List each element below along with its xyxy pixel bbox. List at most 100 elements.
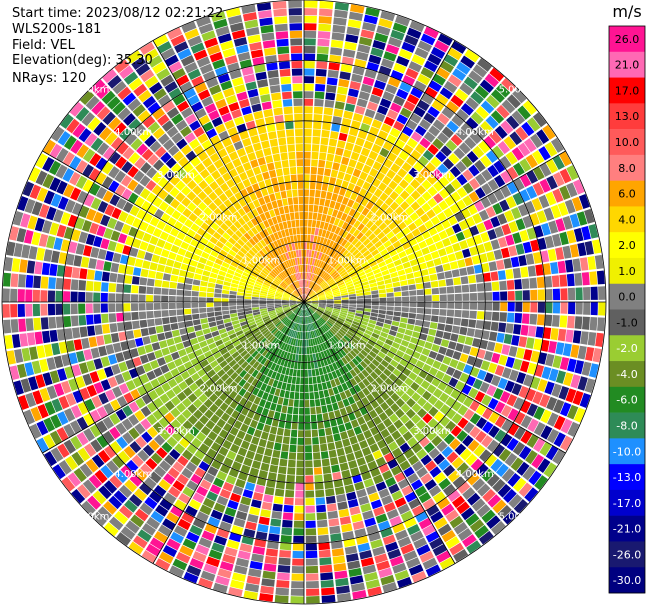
velocity-gate bbox=[475, 85, 489, 99]
velocity-gate bbox=[355, 289, 363, 294]
velocity-gate bbox=[328, 318, 336, 324]
velocity-gate bbox=[328, 388, 335, 397]
velocity-gate bbox=[426, 430, 438, 441]
velocity-gate bbox=[357, 223, 365, 232]
velocity-gate bbox=[385, 338, 394, 346]
velocity-gate bbox=[339, 285, 347, 291]
velocity-gate bbox=[511, 110, 526, 125]
velocity-gate bbox=[459, 326, 468, 336]
velocity-gate bbox=[366, 393, 375, 403]
velocity-gate bbox=[317, 291, 325, 296]
velocity-gate bbox=[432, 119, 445, 131]
velocity-gate bbox=[347, 352, 355, 360]
velocity-gate bbox=[520, 266, 529, 278]
velocity-gate bbox=[463, 76, 478, 90]
velocity-gate bbox=[346, 316, 354, 321]
velocity-gate bbox=[340, 292, 349, 296]
velocity-gate bbox=[433, 453, 446, 465]
velocity-gate bbox=[389, 346, 398, 354]
velocity-gate bbox=[401, 41, 416, 53]
velocity-gate bbox=[454, 302, 462, 310]
velocity-gate bbox=[450, 191, 462, 203]
velocity-gate bbox=[552, 155, 565, 170]
velocity-gate bbox=[326, 339, 333, 348]
velocity-gate bbox=[463, 364, 473, 375]
velocity-gate bbox=[326, 300, 334, 302]
velocity-gate bbox=[307, 280, 310, 288]
velocity-gate bbox=[566, 273, 575, 287]
velocity-gate bbox=[395, 55, 410, 67]
velocity-gate bbox=[336, 332, 343, 339]
velocity-gate bbox=[318, 159, 326, 168]
velocity-gate bbox=[318, 352, 323, 360]
velocity-gate bbox=[375, 321, 384, 327]
velocity-gate bbox=[374, 405, 384, 415]
velocity-gate bbox=[466, 355, 476, 366]
velocity-gate bbox=[538, 194, 550, 209]
velocity-gate bbox=[306, 272, 309, 280]
velocity-gate bbox=[314, 312, 321, 318]
velocity-gate bbox=[335, 320, 343, 327]
velocity-gate bbox=[401, 291, 409, 297]
velocity-gate bbox=[369, 167, 379, 178]
velocity-gate bbox=[380, 574, 395, 586]
velocity-gate bbox=[459, 267, 468, 277]
velocity-gate bbox=[349, 350, 357, 358]
velocity-gate bbox=[408, 61, 422, 73]
velocity-gate bbox=[505, 269, 514, 280]
velocity-gate bbox=[317, 307, 325, 311]
velocity-gate bbox=[497, 504, 512, 519]
velocity-gate bbox=[352, 520, 365, 530]
velocity-gate bbox=[325, 160, 333, 169]
velocity-gate bbox=[444, 171, 456, 183]
velocity-gate bbox=[400, 382, 410, 392]
velocity-gate bbox=[423, 282, 431, 289]
velocity-gate bbox=[324, 332, 331, 340]
velocity-gate bbox=[580, 331, 589, 345]
velocity-gate bbox=[403, 466, 415, 478]
velocity-gate bbox=[540, 339, 550, 352]
velocity-gate bbox=[500, 185, 512, 198]
velocity-gate bbox=[524, 200, 536, 214]
velocity-gate bbox=[371, 264, 380, 271]
velocity-gate bbox=[449, 203, 460, 215]
velocity-gate bbox=[402, 431, 413, 442]
velocity-gate bbox=[507, 290, 515, 301]
velocity-gate bbox=[314, 267, 319, 275]
velocity-gate bbox=[381, 327, 390, 334]
velocity-gate bbox=[507, 408, 519, 421]
velocity-gate bbox=[374, 553, 388, 564]
velocity-gate bbox=[431, 287, 440, 295]
velocity-gate bbox=[306, 288, 310, 295]
velocity-gate bbox=[342, 346, 350, 355]
velocity-gate bbox=[374, 112, 386, 123]
velocity-gate bbox=[334, 302, 342, 304]
velocity-gate bbox=[519, 189, 531, 203]
velocity-gate bbox=[403, 173, 414, 184]
velocity-gate bbox=[421, 348, 431, 357]
velocity-gate bbox=[414, 345, 424, 354]
velocity-gate bbox=[341, 469, 351, 479]
velocity-gate bbox=[432, 294, 440, 302]
velocity-gate bbox=[367, 460, 378, 471]
velocity-gate bbox=[317, 244, 323, 252]
velocity-gate bbox=[333, 305, 341, 308]
velocity-gate bbox=[377, 105, 389, 116]
velocity-gate bbox=[427, 266, 437, 275]
colorbar-tick-label: -1.0 bbox=[616, 316, 637, 329]
velocity-gate bbox=[423, 26, 439, 39]
velocity-gate bbox=[386, 306, 394, 311]
velocity-gate bbox=[415, 173, 426, 184]
velocity-gate bbox=[337, 330, 345, 337]
velocity-gate bbox=[397, 168, 408, 179]
velocity-gate bbox=[313, 114, 323, 122]
velocity-gate bbox=[558, 385, 570, 400]
velocity-gate bbox=[588, 223, 599, 239]
velocity-gate bbox=[416, 386, 426, 396]
velocity-gate bbox=[316, 289, 323, 294]
velocity-gate bbox=[334, 303, 342, 306]
velocity-gate bbox=[371, 87, 384, 98]
velocity-gate bbox=[346, 491, 357, 501]
velocity-gate bbox=[370, 312, 378, 318]
